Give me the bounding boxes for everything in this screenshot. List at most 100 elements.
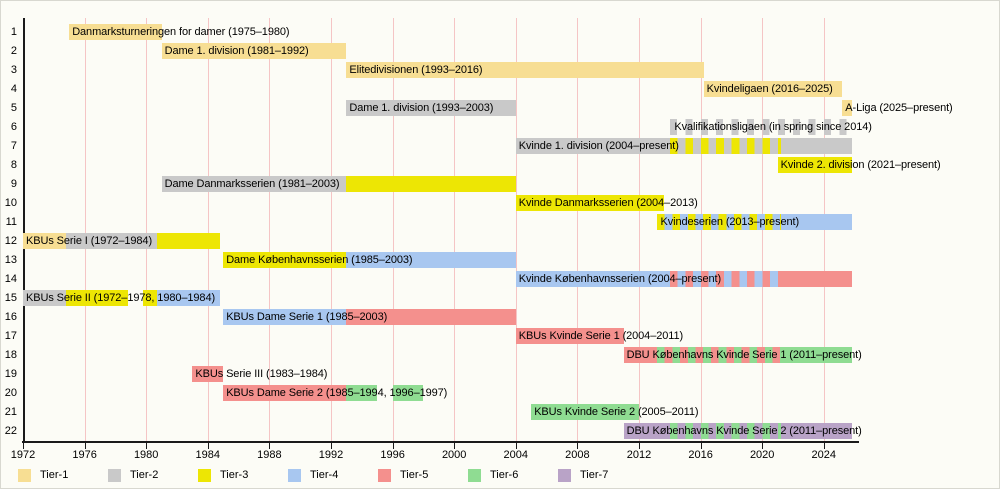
timeline-bar-segment: [780, 214, 852, 230]
timeline-bar-label: KBUs Dame Serie 1 (1985–2003): [226, 311, 388, 323]
timeline-bar-segment: [23, 290, 67, 306]
row-number: 8: [10, 159, 17, 171]
year-gridline: [577, 18, 579, 441]
row-number: 22: [4, 425, 17, 437]
timeline-bar-segment: [780, 138, 852, 154]
timeline-bar-segment: [515, 138, 670, 154]
axis-tick-label: 1972: [10, 449, 36, 461]
row-number: 13: [4, 254, 17, 266]
row-number: 21: [4, 406, 17, 418]
legend-swatch-tier4: [288, 469, 301, 482]
year-gridline: [515, 18, 517, 441]
axis-tick-label: 2000: [441, 449, 467, 461]
legend-label-tier2: Tier-2: [130, 469, 159, 481]
timeline-bar-segment: [161, 176, 347, 192]
axis-tick: [146, 443, 148, 449]
row-number: 17: [4, 330, 17, 342]
timeline-bar-segment: [777, 157, 852, 173]
timeline-bar-segment: [346, 62, 704, 78]
timeline-bar-segment: [623, 347, 658, 363]
timeline-bar-segment: [515, 328, 624, 344]
axis-tick-label: 1980: [133, 449, 159, 461]
axis-tick-label: 1976: [72, 449, 97, 461]
row-number: 14: [4, 273, 17, 285]
legend-swatch-tier2: [108, 469, 121, 482]
timeline-bar-label: KBUs Serie III (1983–1984): [195, 368, 328, 380]
row-number: 12: [4, 235, 17, 247]
timeline-bar-segment: [842, 100, 852, 116]
timeline-bar-segment: [161, 43, 347, 59]
axis-tick: [823, 443, 825, 449]
axis-tick-label: 2012: [626, 449, 652, 461]
year-gridline: [269, 18, 271, 441]
timeline-bar-segment: [223, 252, 347, 268]
axis-tick-label: 2016: [688, 449, 713, 461]
axis-tick-label: 2020: [749, 449, 775, 461]
x-axis-line: [22, 441, 859, 443]
timeline-bar-segment: [23, 233, 67, 249]
legend-label-tier3: Tier-3: [220, 469, 249, 481]
row-number: 6: [10, 121, 17, 133]
timeline-bar-label: A-Liga (2025–present): [845, 102, 953, 114]
timeline-bar-segment: [69, 24, 162, 40]
row-number: 1: [10, 26, 17, 38]
timeline-bar-label: Dame Københavnsserien (1985–2003): [226, 254, 413, 266]
timeline-bar-label: Danmarksturneringen for damer (1975–1980…: [72, 26, 290, 38]
row-number: 9: [10, 178, 17, 190]
timeline-bar-label: Dame 1. division (1993–2003): [349, 102, 494, 114]
axis-tick: [23, 443, 24, 449]
timeline-bar-label: KBUs Kvinde Serie 1 (2004–2011): [518, 330, 684, 342]
timeline-bar-segment: [223, 385, 347, 401]
timeline-bar-segment: [669, 119, 852, 135]
axis-tick: [454, 443, 456, 449]
axis-tick: [515, 443, 517, 449]
timeline-bar-segment: [346, 252, 516, 268]
legend-swatch-tier1: [18, 469, 31, 482]
row-number: 2: [10, 45, 17, 57]
timeline-bar-segment: [657, 214, 781, 230]
axis-tick: [269, 443, 271, 449]
axis-tick: [700, 443, 702, 449]
legend-swatch-tier5: [378, 469, 391, 482]
row-number: 7: [10, 140, 17, 152]
axis-tick: [762, 443, 764, 449]
legend-label-tier7: Tier-7: [580, 469, 609, 481]
timeline-bar-label: KBUs Serie II (1972–1978, 1980–1984): [26, 292, 216, 304]
axis-tick: [207, 443, 209, 449]
timeline-bar-label: Kvindeserien (2013–present): [660, 216, 800, 228]
legend-swatch-tier6: [468, 469, 481, 482]
timeline-bar-segment: [66, 233, 157, 249]
timeline-bar-segment: [346, 100, 516, 116]
year-gridline: [639, 18, 640, 441]
legend-label-tier6: Tier-6: [490, 469, 519, 481]
timeline-bar-label: Kvinde Københavnsserien (2004–present): [518, 273, 722, 285]
row-number: 20: [4, 387, 17, 399]
legend-label-tier5: Tier-5: [400, 469, 429, 481]
row-number: 5: [10, 102, 17, 114]
timeline-bar-segment: [346, 176, 516, 192]
timeline-bar-segment: [780, 271, 852, 287]
timeline-bar-label: DBU Københavns Kvinde Serie 2 (2011–pres…: [626, 425, 862, 437]
axis-tick: [577, 443, 579, 449]
timeline-bar-segment: [156, 233, 221, 249]
legend-swatch-tier7: [558, 469, 571, 482]
timeline-bar-segment: [192, 366, 224, 382]
timeline-bar-segment: [669, 271, 781, 287]
legend-label-tier1: Tier-1: [40, 469, 69, 481]
year-gridline: [331, 18, 332, 441]
timeline-bar-segment: [515, 271, 670, 287]
timeline-bar-segment: [143, 290, 157, 306]
timeline-bar-label: Elitedivisionen (1993–2016): [349, 64, 483, 76]
row-number: 19: [4, 368, 17, 380]
timeline-bar-segment: [780, 347, 852, 363]
timeline-bar-segment: [669, 138, 781, 154]
timeline-bar-segment: [392, 385, 424, 401]
axis-tick: [392, 443, 394, 449]
timeline-bar-segment: [669, 423, 781, 439]
y-axis-line: [23, 18, 25, 442]
timeline-bar-label: Dame Danmarksserien (1981–2003): [164, 178, 340, 190]
axis-tick-label: 1984: [195, 449, 221, 461]
timeline-bar-segment: [156, 290, 221, 306]
row-number: 16: [4, 311, 17, 323]
